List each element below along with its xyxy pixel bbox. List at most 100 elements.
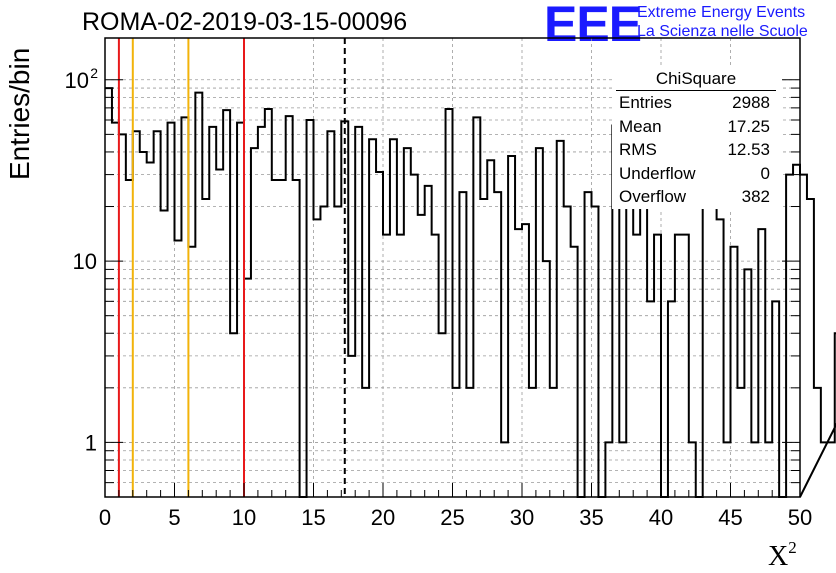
histogram-bin [703,189,710,497]
histogram-series [105,87,836,498]
histogram-bin [647,301,654,497]
stats-value: 2988 [732,93,770,112]
histogram-bin [314,219,321,497]
histogram-bin [751,442,758,497]
histogram-bin [480,199,487,497]
histogram-bin [202,199,209,497]
stats-value: 382 [741,187,770,206]
chart-title: ROMA-02-2019-03-15-00096 [82,8,408,36]
x-tick-label: 10 [232,505,256,530]
histogram-bin [327,131,334,497]
stats-box-title: ChiSquare [616,68,776,91]
histogram-bin [237,123,244,497]
histogram-bin [522,224,529,497]
x-tick-label: 40 [649,505,673,530]
histogram-bin [147,162,154,497]
histogram-bin [397,235,404,497]
histogram-bin [821,442,828,497]
histogram-bin [772,301,779,497]
x-tick-label: 35 [579,505,603,530]
stats-row-overflow: Overflow 382 [612,185,780,209]
x-tick-label: 50 [788,505,812,530]
histogram-bin [744,269,751,497]
stats-value: 17.25 [727,116,770,136]
histogram-bin [293,180,300,497]
histogram-bin [710,183,717,497]
stats-label: RMS [619,140,657,159]
x-tick-label: 15 [301,505,325,530]
histogram-bin [550,388,557,497]
histogram-bin [717,219,724,497]
x-axis-label-symbol: X [768,541,789,572]
histogram-bin [737,388,744,497]
histogram-bin [216,170,223,497]
stats-row-entries: Entries 2988 [612,91,780,115]
histogram-bin [487,160,494,497]
histogram-bin [571,247,578,497]
histogram-bin [195,93,202,497]
histogram-bin [175,240,182,497]
histogram-bin [828,442,835,497]
histogram-bin [633,235,640,497]
histogram-bin [376,172,383,497]
histogram-bin [807,199,814,497]
stats-box: ChiSquare Entries 2988 Mean 17.25 RMS 12… [612,68,780,209]
y-tick-label: 1 [85,430,97,455]
histogram-bin [473,117,480,497]
histogram-bin [411,175,418,497]
y-tick-label-exponent: 2 [90,65,98,81]
histogram-bin [536,148,543,497]
histogram-bin [724,442,731,497]
histogram-bin [334,207,341,497]
stats-label: Overflow [619,187,687,206]
histogram-bin [307,120,314,497]
histogram-bin [425,186,432,497]
x-tick-label: 25 [440,505,464,530]
histogram-bin [765,442,772,497]
histogram-bin [543,261,550,497]
histogram-bin [286,116,293,497]
x-tick-label: 20 [371,505,395,530]
histogram-bin [494,192,501,497]
x-tick-label: 30 [510,505,534,530]
histogram-bin [446,109,453,497]
y-axis-ticks [105,79,800,498]
stats-row-mean: Mean 17.25 [612,115,780,139]
histogram-bin [814,388,821,497]
stats-value: 0 [760,163,770,183]
histogram-bin [404,148,411,497]
stats-label: Mean [619,116,662,136]
histogram-bin [459,192,466,497]
histogram-bin [230,333,237,497]
histogram-bin [508,156,515,497]
y-tick-label: 10 [73,249,97,274]
histogram-bin [668,301,675,497]
histogram-bin [181,117,188,497]
histogram-bin [466,388,473,497]
x-axis-label-exponent: 2 [788,538,797,557]
stats-value: 12.53 [727,140,770,159]
histogram-bin [168,123,175,497]
histogram-bin [432,235,439,497]
histogram-bin [265,109,272,497]
histogram-bin [390,139,397,497]
histogram-bin [348,356,355,497]
histogram-bin [383,235,390,497]
histogram-bin [105,88,112,497]
histogram-bin [731,247,738,497]
histogram-bin [133,131,140,497]
logo-line-1: Extreme Energy Events [637,4,806,21]
histogram-bin [209,127,216,497]
histogram-bin [140,152,147,497]
histogram-bin [453,388,460,497]
histogram-bin [161,211,168,497]
histogram-bin [557,141,564,497]
histogram-bin [786,175,793,497]
histogram-bin [188,247,195,497]
stats-row-rms: RMS 12.53 [612,138,780,162]
stats-label: Entries [619,93,672,112]
histogram-bin [793,165,800,497]
histogram-bin [605,442,612,497]
histogram-bin [112,123,119,497]
histogram-bin [369,139,376,497]
